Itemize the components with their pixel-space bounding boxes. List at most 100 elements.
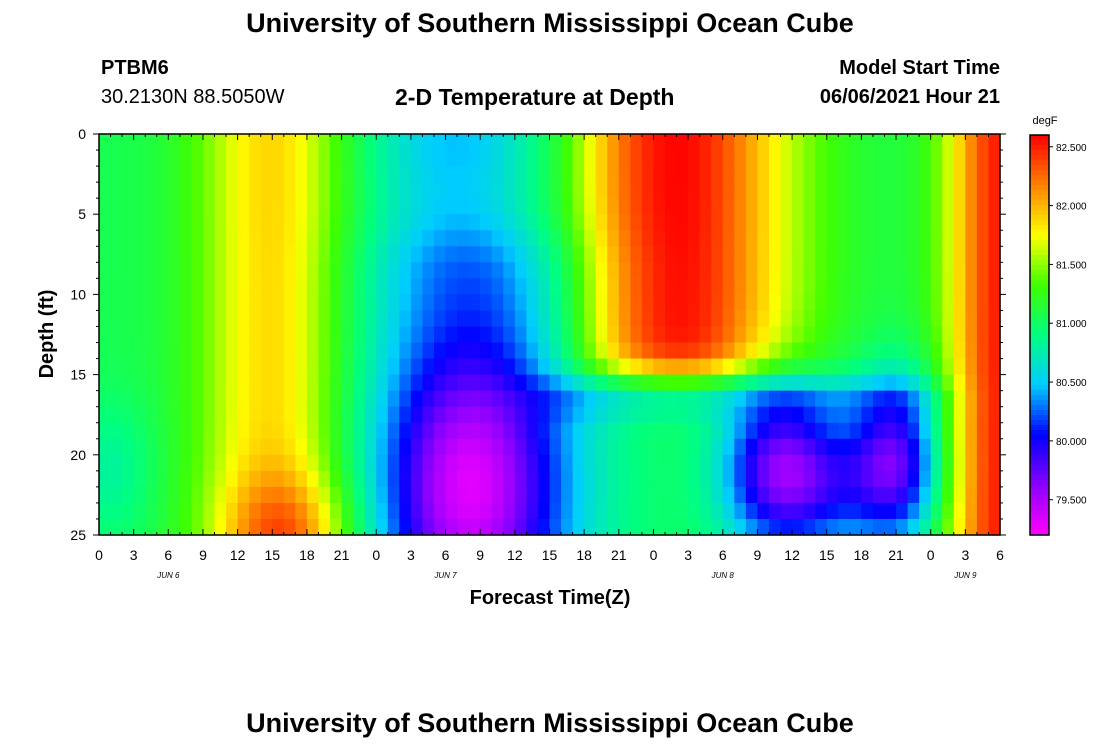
heatmap-cell xyxy=(803,486,816,504)
heatmap-cell xyxy=(191,198,204,215)
heatmap-cell xyxy=(561,454,574,472)
heatmap-cell xyxy=(168,166,181,183)
heatmap-cell xyxy=(907,310,920,328)
heatmap-cell xyxy=(722,294,735,312)
heatmap-cell xyxy=(433,134,447,151)
heatmap-cell xyxy=(226,422,239,440)
heatmap-cell xyxy=(930,374,943,392)
heatmap-cell xyxy=(953,518,966,536)
heatmap-cell xyxy=(861,438,874,456)
heatmap-cell xyxy=(942,310,955,328)
heatmap-cell xyxy=(607,134,620,151)
heatmap-cell xyxy=(387,198,400,215)
heatmap-cell xyxy=(896,422,909,440)
heatmap-cell xyxy=(353,390,366,408)
heatmap-cell xyxy=(953,166,966,183)
heatmap-cell xyxy=(145,486,158,504)
heatmap-cell xyxy=(549,262,562,279)
heatmap-cell xyxy=(526,150,539,167)
heatmap-cell xyxy=(815,486,828,504)
heatmap-cell xyxy=(884,358,897,376)
heatmap-cell xyxy=(572,326,585,344)
heatmap-cell xyxy=(168,390,181,408)
heatmap-cell xyxy=(988,134,1001,151)
heatmap-cell xyxy=(584,182,597,199)
heatmap-cell xyxy=(260,486,273,504)
heatmap-cell xyxy=(249,214,262,231)
x-axis: 0 3 6 9 12 15 18 21 0 3 6 9 12 15 18 21 0 3 6 9 12 15 18 21 0 3 6J… xyxy=(95,134,1004,580)
heatmap-cell xyxy=(110,470,123,488)
heatmap-cell xyxy=(872,438,886,456)
heatmap-cell xyxy=(260,198,273,215)
heatmap-cell xyxy=(745,374,759,392)
heatmap-cell xyxy=(468,422,481,440)
heatmap-cell xyxy=(422,262,435,279)
heatmap-cell xyxy=(468,230,481,247)
heatmap-cell xyxy=(226,246,239,263)
heatmap-cell xyxy=(792,294,805,312)
heatmap-cell xyxy=(780,486,793,504)
heatmap-cell xyxy=(838,182,851,199)
heatmap-cell xyxy=(815,374,828,392)
heatmap-cell xyxy=(99,502,112,520)
heatmap-cell xyxy=(734,166,747,183)
heatmap-cell xyxy=(665,166,678,183)
heatmap-cell xyxy=(930,262,943,279)
heatmap-cell xyxy=(445,134,458,151)
heatmap-cell xyxy=(457,166,470,183)
heatmap-cell xyxy=(433,150,447,167)
heatmap-cell xyxy=(942,182,955,199)
heatmap-cell xyxy=(133,310,146,328)
heatmap-cell xyxy=(653,198,666,215)
heatmap-cell xyxy=(399,518,412,536)
heatmap-cell xyxy=(283,230,296,247)
heatmap-cell xyxy=(376,454,389,472)
heatmap-cell xyxy=(179,262,193,279)
heatmap-cell xyxy=(803,310,816,328)
colorbar-segment xyxy=(1030,300,1049,306)
heatmap-cell xyxy=(757,150,770,167)
heatmap-cell xyxy=(480,390,493,408)
heatmap-cell xyxy=(607,294,620,312)
heatmap-cell xyxy=(99,294,112,312)
heatmap-cell xyxy=(896,198,909,215)
heatmap-cell xyxy=(122,310,135,328)
heatmap-cell xyxy=(676,166,689,183)
page-title: University of Southern Mississippi Ocean… xyxy=(246,8,854,38)
heatmap-cell xyxy=(884,230,897,247)
heatmap-cell xyxy=(433,310,447,328)
heatmap-cell xyxy=(757,310,770,328)
heatmap-cell xyxy=(896,134,909,151)
heatmap-cell xyxy=(202,134,216,151)
heatmap-cell xyxy=(295,486,308,504)
heatmap-cell xyxy=(179,486,193,504)
heatmap-cell xyxy=(202,406,216,424)
heatmap-cell xyxy=(942,262,955,279)
heatmap-cell xyxy=(387,294,400,312)
heatmap-cell xyxy=(422,246,435,263)
heatmap-cell xyxy=(803,374,816,392)
heatmap-cell xyxy=(433,166,447,183)
heatmap-cell xyxy=(595,358,608,376)
heatmap-cell xyxy=(757,454,770,472)
heatmap-cell xyxy=(561,390,574,408)
heatmap-cell xyxy=(399,262,412,279)
heatmap-cell xyxy=(260,390,273,408)
heatmap-cell xyxy=(618,422,631,440)
heatmap-cell xyxy=(699,246,712,263)
heatmap-cell xyxy=(711,150,724,167)
colorbar-segment xyxy=(1030,340,1049,346)
heatmap-cell xyxy=(919,310,932,328)
heatmap-cell xyxy=(457,310,470,328)
heatmap-cell xyxy=(260,326,273,344)
heatmap-cell xyxy=(722,454,735,472)
heatmap-cell xyxy=(457,358,470,376)
heatmap-cell xyxy=(641,454,655,472)
heatmap-cell xyxy=(734,438,747,456)
heatmap-cell xyxy=(376,182,389,199)
heatmap-cell xyxy=(861,294,874,312)
heatmap-cell xyxy=(965,214,978,231)
heatmap-cell xyxy=(907,374,920,392)
heatmap-cell xyxy=(295,358,308,376)
heatmap-cell xyxy=(942,422,955,440)
